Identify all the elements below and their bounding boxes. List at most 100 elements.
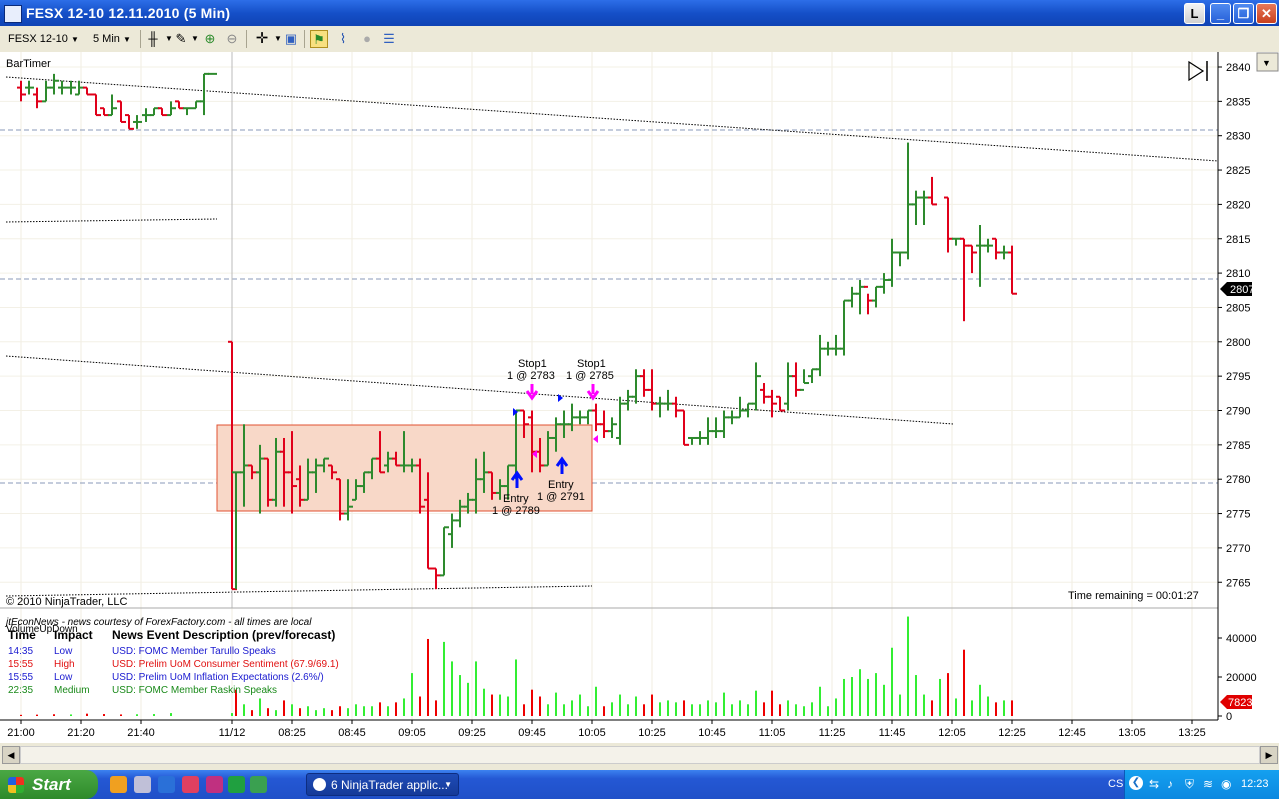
bar-type-icon[interactable]: ╫ — [148, 31, 158, 46]
start-button[interactable]: Start — [0, 770, 98, 799]
quicklaunch-folder-icon[interactable] — [110, 776, 127, 793]
price-tick-label: 2770 — [1226, 543, 1250, 555]
crosshair-icon[interactable]: ✛ — [255, 30, 269, 47]
close-button[interactable]: ✕ — [1256, 3, 1277, 24]
tray-volume-icon[interactable]: ♪ — [1167, 777, 1173, 791]
time-tick-label: 11/12 — [219, 727, 246, 739]
tray-wifi-icon[interactable]: ≋ — [1203, 777, 1214, 791]
price-axis[interactable]: 2840 2835 2830 2825 2820 2815 2810 2805 2800 2795… — [1218, 62, 1250, 589]
quicklaunch-excel-icon[interactable] — [228, 776, 245, 793]
volume-tick-label: 40000 — [1226, 633, 1257, 645]
copyright-text: © 2010 NinjaTrader, LLC — [6, 596, 127, 608]
language-indicator[interactable]: CS — [1108, 778, 1124, 790]
price-bar — [776, 395, 785, 412]
price-bar — [67, 80, 76, 95]
price-bar — [344, 479, 353, 521]
taskbar-ninjatrader-group[interactable]: 6 NinjaTrader applic... ▼ — [306, 773, 459, 796]
price-bar — [133, 115, 142, 129]
scrollbar-track[interactable] — [20, 746, 1260, 764]
indicators-icon[interactable]: ⌇ — [339, 31, 347, 46]
time-tick-label: 09:25 — [458, 727, 486, 739]
price-bar — [25, 80, 34, 95]
price-bar — [608, 417, 617, 438]
news-row-desc: USD: FOMC Member Tarullo Speaks — [112, 646, 276, 657]
link-button[interactable]: L — [1184, 3, 1205, 24]
trend-lines — [5, 76, 1219, 597]
tray-network-icon[interactable]: ⇆ — [1149, 777, 1160, 791]
windows-logo-icon — [8, 777, 24, 793]
minimize-button[interactable]: _ — [1210, 3, 1231, 24]
price-bar — [328, 464, 337, 480]
stop-arrow-b-icon — [586, 384, 600, 401]
chevron-down-icon[interactable]: ▼ — [165, 34, 173, 43]
chevron-down-icon[interactable]: ▼ — [191, 34, 199, 43]
properties-icon[interactable]: ☰ — [383, 31, 395, 46]
time-tick-label: 08:45 — [338, 727, 366, 739]
order-markers: Stop1 1 @ 2783 Stop1 1 @ 2785 Entry 1 @ … — [492, 358, 614, 517]
price-bar — [92, 93, 101, 117]
instrument-selector[interactable]: FESX 12-10 ▼ — [8, 30, 86, 48]
stop1-b-detail: 1 @ 2785 — [566, 370, 614, 382]
news-row: 14:35 Low USD: FOMC Member Tarullo Speaks — [8, 646, 276, 657]
price-bar — [117, 100, 126, 123]
zoom-out-icon[interactable]: ⊖ — [226, 31, 238, 46]
price-tick-label: 2830 — [1226, 131, 1250, 143]
price-tick-label: 2815 — [1226, 234, 1250, 246]
price-axis-dropdown[interactable]: ▼ — [1256, 52, 1279, 72]
interval-label: 5 Min — [93, 33, 120, 45]
entry-a-detail: 1 @ 2789 — [492, 505, 540, 517]
price-chart[interactable]: 2840 2835 2830 2825 2820 2815 2810 2805 2800 2795… — [0, 52, 1279, 743]
scroll-right-arrow-icon[interactable]: ▶ — [1260, 746, 1278, 764]
entry-triangle-a-icon — [513, 408, 518, 416]
price-bar — [520, 409, 529, 438]
news-row-time: 14:35 — [8, 646, 33, 657]
news-row-time: 15:55 — [8, 672, 33, 683]
time-tick-label: 12:05 — [938, 727, 966, 739]
taskbar-task-label: 6 NinjaTrader applic... — [331, 778, 448, 792]
price-bar — [1008, 245, 1017, 295]
scroll-left-arrow-icon[interactable]: ◀ — [2, 746, 20, 764]
interval-selector[interactable]: 5 Min ▼ — [93, 30, 138, 48]
ninjatrader-app-icon — [4, 5, 22, 23]
price-bar — [752, 362, 761, 411]
tray-app-icon[interactable]: ◉ — [1221, 777, 1232, 791]
entry-b-title: Entry — [548, 479, 574, 491]
time-tick-label: 13:05 — [1118, 727, 1146, 739]
zoom-in-icon[interactable]: ⊕ — [204, 31, 216, 46]
time-remaining-text: Time remaining = 00:01:27 — [1068, 590, 1199, 602]
chart-toolbar: FESX 12-10 ▼ 5 Min ▼ ╫ ▼ ✎ ▼ ⊕ ⊖ ✛ ▼ ▣ ⚑… — [0, 26, 1279, 53]
volume-axis[interactable]: 40000 20000 0 — [1218, 633, 1257, 723]
trend-line — [5, 76, 1219, 162]
price-tick-label: 2780 — [1226, 474, 1250, 486]
price-tick-label: 2820 — [1226, 199, 1250, 211]
news-row-impact: Medium — [54, 685, 90, 696]
time-tick-label: 12:25 — [998, 727, 1026, 739]
data-box-icon[interactable]: ▣ — [284, 31, 298, 46]
window-title-bar[interactable]: FESX 12-10 12.11.2010 (5 Min) L _ ❐ ✕ — [0, 0, 1279, 26]
price-bar — [288, 431, 297, 514]
time-axis[interactable]: 21:00 21:20 21:40 11/12 08:25 08:45 09:05 09:25… — [7, 720, 1206, 739]
start-label: Start — [32, 775, 71, 794]
tray-security-icon[interactable]: ⛨ — [1185, 777, 1195, 791]
time-tick-label: 11:45 — [879, 727, 906, 739]
quicklaunch-sheet-icon[interactable] — [250, 776, 267, 793]
tray-expand-icon[interactable]: ❮ — [1129, 776, 1143, 790]
price-bar — [33, 87, 42, 109]
price-tick-label: 2825 — [1226, 165, 1250, 177]
quicklaunch-onenote-icon[interactable] — [206, 776, 223, 793]
quicklaunch-app-icon[interactable] — [134, 776, 151, 793]
tray-clock[interactable]: 12:23 — [1241, 778, 1269, 790]
maximize-button[interactable]: ❐ — [1233, 3, 1254, 24]
entry-arrow-b-icon — [555, 456, 569, 474]
windows-taskbar: Start 6 NinjaTrader applic... ▼ CS ❮ ⇆ ♪… — [0, 770, 1279, 799]
disabled-circle-icon[interactable]: ● — [363, 31, 371, 46]
chevron-down-icon[interactable]: ▼ — [274, 34, 282, 43]
quicklaunch-ninjatrader-icon[interactable] — [182, 776, 199, 793]
skip-to-end-button[interactable] — [1188, 60, 1208, 82]
strategy-icon[interactable]: ⚑ — [310, 30, 328, 48]
time-tick-label: 12:45 — [1058, 727, 1086, 739]
quicklaunch-ie-icon[interactable] — [158, 776, 175, 793]
price-tick-label: 2785 — [1226, 440, 1250, 452]
stop1-a-title: Stop1 — [518, 358, 547, 370]
drawing-pencil-icon[interactable]: ✎ — [175, 31, 187, 46]
